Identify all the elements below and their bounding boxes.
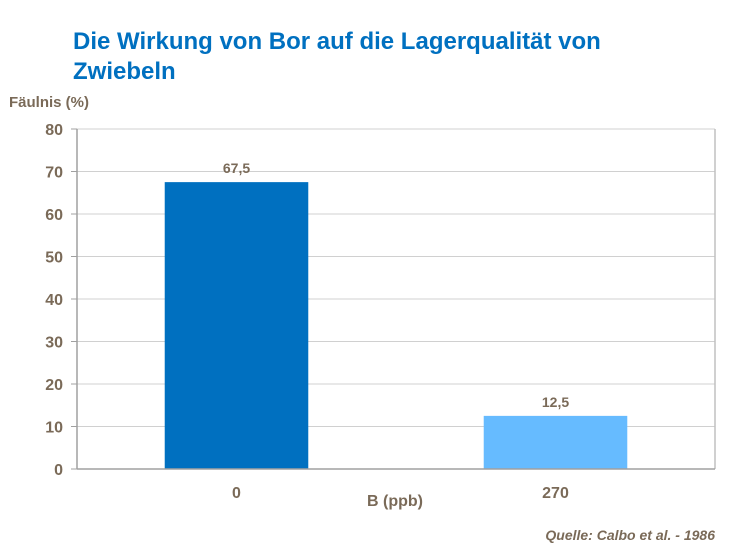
x-tick-label: 0 (232, 485, 241, 502)
chart-title: Die Wirkung von Bor auf die Lagerqualitä… (73, 28, 601, 85)
y-axis-label: Fäulnis (%) (9, 94, 90, 111)
bar (164, 182, 309, 469)
y-tick-label: 30 (45, 335, 63, 352)
y-tick-label: 10 (45, 420, 63, 437)
y-tick-label: 70 (45, 165, 63, 182)
x-tick-label: 270 (542, 485, 569, 502)
x-axis-label: B (ppb) (367, 493, 423, 510)
y-tick-label: 50 (45, 250, 63, 267)
y-tick-label: 20 (45, 377, 63, 394)
data-label: 12,5 (542, 394, 569, 410)
y-tick-label: 60 (45, 207, 63, 224)
y-tick-label: 0 (54, 462, 63, 479)
y-tick-label: 80 (45, 122, 63, 139)
data-label: 67,5 (223, 160, 250, 176)
y-tick-label: 40 (45, 292, 63, 309)
bar (483, 415, 628, 469)
source-note: Quelle: Calbo et al. - 1986 (545, 527, 715, 543)
